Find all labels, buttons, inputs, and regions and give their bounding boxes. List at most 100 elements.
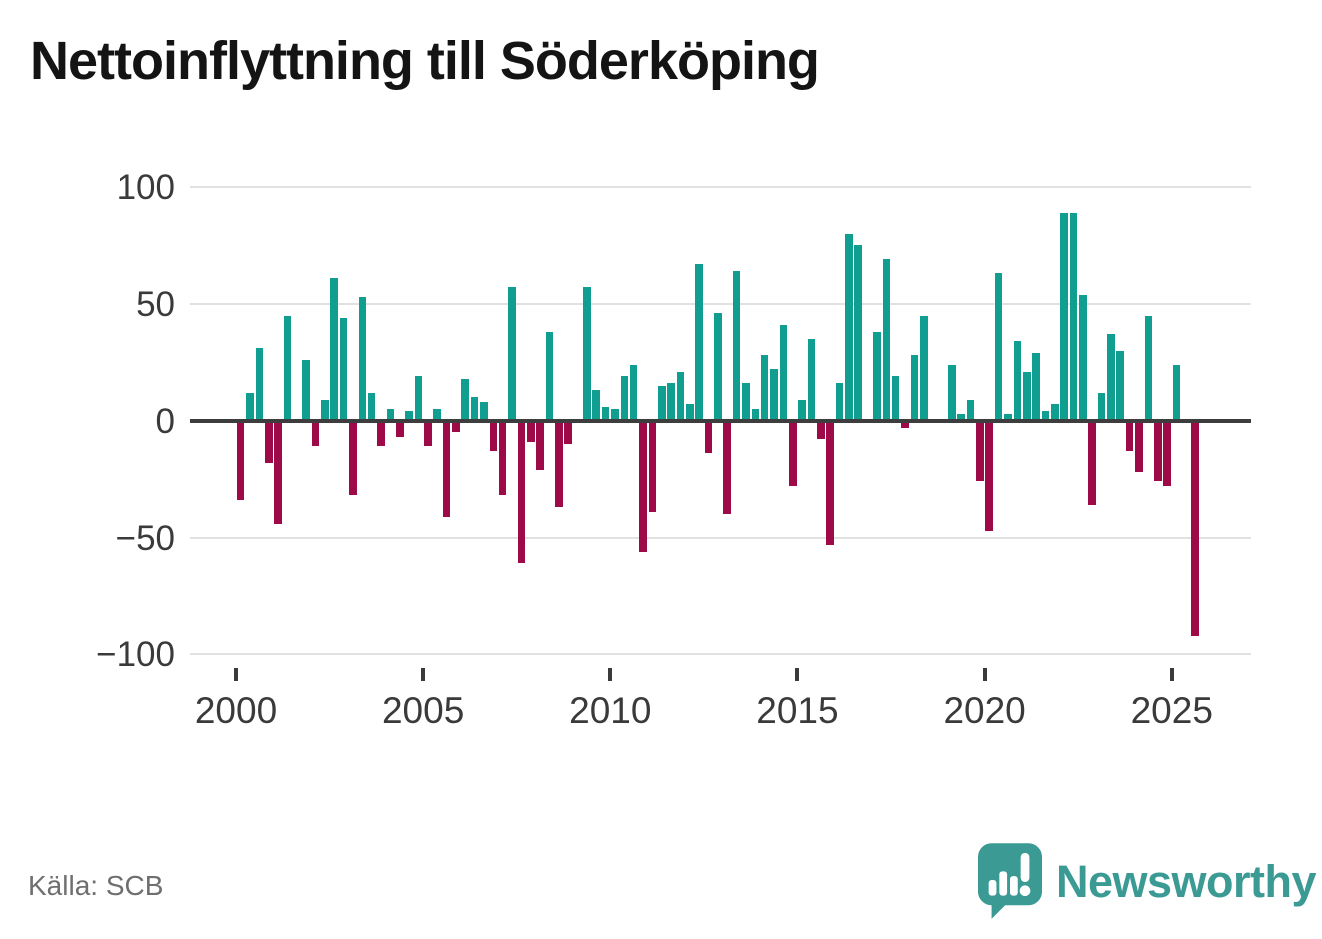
bar-2001-Q2: [283, 315, 292, 421]
bar-2020-Q1: [985, 420, 994, 531]
bar-2004-Q4: [414, 376, 423, 421]
y-axis-label: 50: [136, 284, 175, 324]
bar-2017-Q2: [882, 259, 891, 421]
bar-2012-Q4: [714, 313, 722, 421]
bar-2000-Q4: [264, 420, 273, 463]
x-axis-label: 2000: [194, 690, 278, 731]
bar-2021-Q2: [1032, 352, 1040, 421]
bar-2017-Q3: [891, 376, 900, 421]
bar-2021-Q3: [1041, 411, 1050, 421]
x-axis-label: 2005: [381, 690, 465, 731]
gridline: [190, 536, 1251, 539]
x-axis-label: 2020: [943, 690, 1026, 731]
bar-2024-Q4: [1163, 420, 1171, 487]
x-axis-tick: [608, 668, 613, 681]
bar-2012-Q2: [695, 264, 703, 421]
bar-2022-Q4: [1088, 420, 1096, 505]
bar-2013-Q1: [723, 420, 732, 515]
bar-2009-Q4: [601, 406, 610, 421]
y-axis-label: −100: [96, 635, 175, 675]
bar-2009-Q3: [592, 390, 601, 421]
bar-2016-Q1: [835, 383, 844, 421]
bar-2014-Q4: [788, 420, 797, 487]
bar-2007-Q1: [498, 420, 507, 496]
gridline: [190, 186, 1251, 188]
bar-2006-Q2: [470, 397, 479, 421]
gridline: [190, 302, 1251, 305]
bar-2015-Q2: [807, 338, 816, 421]
bar-2015-Q4: [826, 420, 834, 545]
bar-2023-Q4: [1125, 420, 1134, 452]
x-axis-tick: [234, 668, 238, 681]
bar-2005-Q4: [452, 420, 460, 433]
bar-2002-Q2: [321, 399, 329, 421]
x-axis-tick: [795, 668, 800, 681]
bar-2005-Q1: [424, 420, 432, 447]
bar-2022-Q2: [1069, 212, 1078, 421]
bar-2010-Q3: [629, 364, 638, 421]
source-label: Källa: SCB: [28, 870, 164, 901]
x-axis-tick: [982, 668, 987, 681]
bar-2007-Q3: [517, 420, 526, 564]
bar-2004-Q3: [405, 411, 413, 421]
bar-2008-Q3: [555, 420, 563, 508]
bar-2019-Q1: [948, 364, 956, 421]
bar-2012-Q1: [686, 404, 694, 421]
bar-2020-Q3: [1004, 413, 1012, 421]
bar-2000-Q2: [246, 392, 254, 421]
bar-2022-Q1: [1060, 212, 1068, 421]
bar-2016-Q3: [854, 245, 863, 421]
x-axis-tick: [421, 668, 426, 681]
gridline: [190, 653, 1251, 656]
bar-2006-Q4: [489, 420, 498, 452]
y-axis-label: −50: [115, 518, 175, 558]
bar-2003-Q1: [349, 420, 357, 496]
bar-2013-Q2: [732, 271, 741, 421]
bar-2023-Q3: [1116, 350, 1125, 421]
bar-2010-Q2: [620, 376, 629, 421]
y-axis-label: 100: [116, 168, 175, 207]
x-axis-label: 2025: [1130, 690, 1213, 731]
bar-2011-Q4: [676, 371, 685, 421]
bar-2023-Q1: [1097, 392, 1106, 421]
bar-2020-Q2: [994, 273, 1003, 421]
bar-2025-Q3: [1191, 420, 1199, 636]
bar-2024-Q1: [1135, 420, 1143, 473]
bar-2006-Q1: [461, 378, 470, 421]
bar-2021-Q1: [1022, 371, 1031, 421]
bar-2007-Q4: [526, 420, 535, 442]
bar-2008-Q1: [536, 420, 544, 470]
newsworthy-logo-icon: [978, 843, 1042, 919]
bar-2001-Q4: [302, 359, 310, 421]
bar-2013-Q3: [742, 383, 750, 421]
bar-2019-Q2: [957, 413, 965, 421]
bar-2001-Q1: [274, 420, 282, 524]
bar-2011-Q2: [657, 385, 666, 421]
bar-2015-Q1: [798, 399, 806, 421]
bar-2003-Q2: [358, 296, 367, 421]
bar-2014-Q3: [779, 324, 788, 421]
bar-2019-Q4: [976, 420, 984, 482]
bar-2017-Q4: [901, 420, 909, 428]
bar-2022-Q3: [1079, 294, 1087, 421]
bar-2024-Q3: [1153, 420, 1162, 482]
x-axis-tick: [1169, 668, 1174, 681]
bar-2002-Q1: [311, 420, 320, 447]
x-axis-label: 2010: [569, 690, 652, 731]
bar-2024-Q2: [1144, 315, 1153, 421]
x-axis-label: 2015: [756, 690, 839, 731]
bar-2011-Q3: [667, 383, 675, 421]
bar-2016-Q2: [845, 233, 853, 421]
bar-2015-Q3: [817, 420, 825, 440]
bar-2002-Q3: [330, 278, 339, 421]
bar-2007-Q2: [508, 287, 516, 421]
newsworthy-logo: Newsworthy: [978, 843, 1317, 921]
bar-2025-Q1: [1172, 364, 1181, 421]
chart-title: Nettoinflyttning till Söderköping: [30, 31, 820, 91]
bar-2008-Q4: [564, 420, 572, 445]
bar-2014-Q2: [770, 369, 778, 421]
bar-2000-Q3: [255, 348, 264, 421]
newsworthy-logo-text: Newsworthy: [1056, 856, 1317, 907]
bar-2004-Q1: [386, 409, 395, 421]
